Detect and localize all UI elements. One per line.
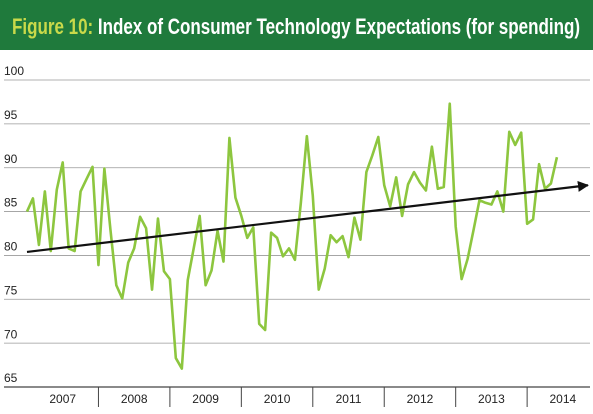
x-tick-label: 2011 (336, 392, 362, 406)
trend-line (26, 180, 589, 254)
y-tick-label: 85 (4, 196, 18, 210)
x-tick-label: 2013 (478, 392, 505, 406)
y-tick-label: 70 (4, 327, 18, 341)
x-tick-label: 2009 (192, 392, 219, 406)
chart-title: Figure 10:Index of Consumer Technology E… (12, 14, 580, 39)
y-tick-label: 100 (4, 64, 24, 78)
x-tick-label: 2010 (264, 392, 291, 406)
title-text: Index of Consumer Technology Expectation… (98, 14, 580, 39)
y-tick-label: 65 (4, 371, 18, 385)
title-prefix: Figure 10: (12, 14, 93, 39)
y-tick-label: 90 (4, 152, 18, 166)
x-tick-label: 2014 (549, 392, 576, 406)
y-tick-label: 75 (4, 283, 18, 297)
y-tick-label: 95 (4, 108, 18, 122)
title-bar (0, 0, 593, 50)
y-tick-label: 80 (4, 240, 18, 254)
x-tick-label: 2007 (49, 392, 76, 406)
x-tick-label: 2012 (407, 392, 434, 406)
data-line (25, 102, 559, 370)
x-tick-label: 2008 (121, 392, 148, 406)
